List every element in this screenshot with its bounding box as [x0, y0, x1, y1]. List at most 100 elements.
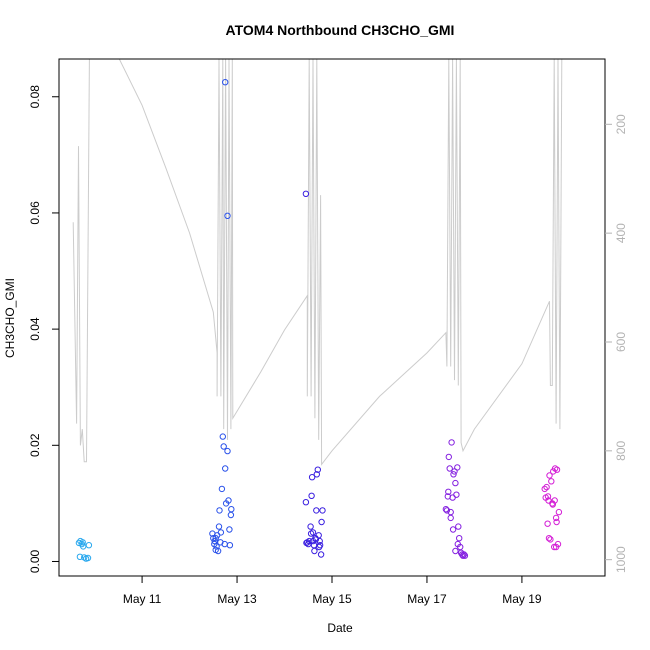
y-axis-label: CH3CHO_GMI: [3, 278, 17, 358]
data-point-flight-4: [446, 465, 453, 472]
data-point-flight-4: [447, 514, 454, 522]
y2-tick-label: 600: [614, 332, 628, 352]
data-point-flight-2: [219, 433, 227, 440]
data-point-flight-5: [545, 535, 553, 542]
data-point-flight-4: [454, 540, 461, 548]
x-axis-label: Date: [327, 621, 353, 635]
data-point-flight-1: [84, 554, 92, 562]
data-point-flight-4: [445, 453, 452, 461]
data-point-flight-5: [544, 493, 552, 500]
data-point-flight-4: [456, 535, 463, 542]
pressure-line-layer: [72, 59, 563, 466]
data-point-flight-5: [552, 543, 560, 551]
data-point-flight-5: [553, 466, 561, 473]
data-point-flight-5: [548, 478, 555, 485]
data-point-flight-5: [552, 514, 560, 522]
data-point-flight-1: [76, 553, 84, 560]
data-point-flight-1: [80, 543, 87, 550]
y2-tick-label: 200: [614, 114, 628, 134]
data-point-flight-3: [313, 507, 320, 514]
data-point-flight-4: [452, 547, 459, 555]
data-point-flight-2: [224, 447, 231, 455]
data-point-flight-3: [316, 537, 323, 545]
data-point-flight-2: [211, 537, 218, 545]
x-tick-label: May 19: [502, 592, 542, 606]
y2-axis-pressure: 200 400 600 800 1000: [605, 114, 628, 573]
data-point-flight-2: [215, 523, 223, 530]
data-point-flight-3: [318, 518, 325, 526]
data-point-flight-2: [212, 535, 219, 542]
x-tick-label: May 11: [123, 592, 162, 606]
data-point-flight-3: [308, 492, 315, 499]
y-tick-label: 0.02: [28, 433, 42, 457]
y-axis: 0.00 0.02 0.04 0.06 0.08: [28, 85, 59, 573]
data-point-flight-1: [79, 539, 86, 546]
data-point-flight-3: [307, 523, 314, 530]
data-point-flight-2: [226, 526, 233, 533]
data-point-flight-3: [316, 542, 324, 549]
data-point-flight-3: [303, 539, 310, 547]
y-tick-label: 0.00: [28, 549, 42, 573]
data-point-flight-4: [443, 507, 451, 514]
data-point-flight-5: [543, 483, 550, 491]
data-point-flight-4: [450, 471, 457, 478]
data-point-flight-4: [455, 523, 462, 530]
data-point-flight-2: [221, 540, 228, 548]
x-axis: May 11 May 13 May 15 May 17 May 19: [123, 576, 542, 606]
data-point-flight-3: [311, 547, 318, 555]
data-point-flight-4: [453, 491, 460, 498]
data-point-flight-4: [461, 552, 469, 559]
data-point-flight-4: [452, 479, 459, 487]
data-point-flight-4: [448, 439, 455, 446]
y-tick-label: 0.08: [28, 85, 42, 109]
data-point-flight-4: [454, 464, 461, 471]
data-point-flight-2: [228, 506, 235, 513]
y2-tick-label: 800: [614, 440, 628, 460]
data-point-flight-3: [317, 551, 325, 558]
data-point-flight-4: [460, 551, 468, 558]
data-point-flight-3: [307, 530, 315, 537]
data-point-flight-5: [555, 508, 563, 516]
pressure-line: [72, 59, 563, 466]
data-point-flight-3: [309, 537, 317, 545]
data-point-flight-5: [541, 485, 548, 493]
scatter-points-layer: [75, 79, 563, 562]
data-point-flight-2: [220, 443, 227, 450]
data-point-flight-3: [313, 471, 320, 478]
data-point-flight-2: [217, 529, 225, 536]
data-point-flight-3: [302, 190, 310, 198]
y2-tick-label: 1000: [614, 546, 628, 573]
data-point-flight-1: [85, 542, 93, 549]
data-point-flight-3: [308, 474, 316, 481]
data-point-flight-5: [546, 472, 553, 479]
x-tick-label: May 15: [312, 592, 352, 606]
data-point-flight-4: [459, 552, 467, 559]
x-tick-label: May 17: [407, 592, 447, 606]
data-point-flight-4: [442, 506, 450, 513]
data-point-flight-5: [544, 520, 551, 527]
chart-title: ATOM4 Northbound CH3CHO_GMI: [226, 22, 455, 38]
data-point-flight-2: [222, 465, 229, 472]
data-point-flight-2: [216, 507, 223, 514]
data-point-flight-3: [314, 466, 321, 473]
data-point-flight-4: [445, 488, 452, 495]
data-point-flight-2: [225, 497, 232, 504]
data-point-flight-2: [222, 79, 229, 86]
data-point-flight-2: [218, 485, 226, 493]
data-point-flight-5: [549, 501, 556, 508]
data-point-flight-1: [75, 539, 83, 547]
data-point-flight-2: [214, 547, 222, 555]
data-point-flight-5: [551, 497, 558, 504]
data-point-flight-3: [319, 507, 326, 514]
x-tick-label: May 13: [217, 592, 257, 606]
data-point-flight-3: [302, 499, 310, 506]
data-point-flight-2: [224, 212, 231, 220]
y-tick-label: 0.04: [28, 317, 42, 341]
data-point-flight-5: [547, 536, 554, 543]
y2-tick-label: 400: [614, 223, 628, 243]
data-point-flight-5: [553, 518, 560, 526]
data-point-flight-4: [449, 526, 457, 533]
y-tick-label: 0.06: [28, 201, 42, 225]
